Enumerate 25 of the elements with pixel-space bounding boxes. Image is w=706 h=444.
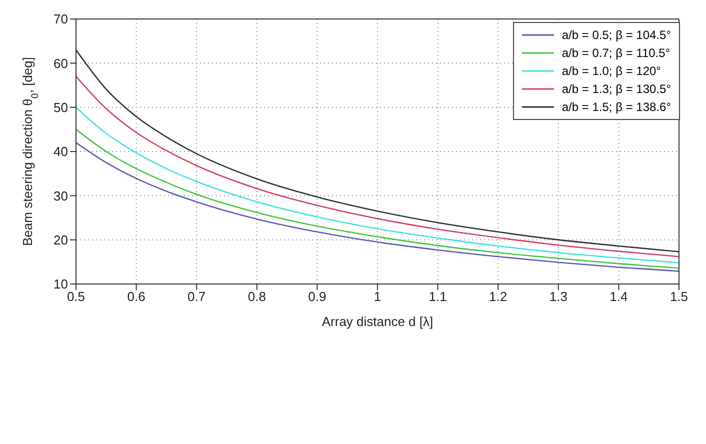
y-tick-label: 60 [54, 56, 68, 71]
y-tick-label: 40 [54, 144, 68, 160]
legend-label: a/b = 0.5; β = 104.5° [562, 28, 671, 42]
x-tick-label: 1 [374, 289, 382, 304]
x-tick-label: 1.2 [489, 289, 508, 304]
x-tick-label: 0.6 [127, 289, 146, 304]
x-tick-label: 0.9 [308, 289, 326, 304]
x-tick-label: 0.5 [66, 289, 86, 304]
legend-label: a/b = 1.3; β = 130.5° [562, 82, 671, 96]
legend-label: a/b = 0.7; β = 110.5° [562, 46, 670, 60]
y-tick-label: 50 [54, 100, 68, 115]
legend-label: a/b = 1.5; β = 138.6° [562, 100, 671, 114]
y-tick-label: 70 [54, 12, 68, 27]
x-tick-label: 1.5 [670, 289, 688, 304]
x-tick-label: 0.7 [188, 289, 206, 304]
y-tick-label: 10 [54, 276, 68, 292]
x-tick-label: 1.4 [610, 289, 628, 304]
y-tick-label: 30 [54, 188, 68, 204]
x-axis-title: Array distance d [λ] [322, 314, 434, 329]
line-series [76, 76, 679, 258]
legend-label: a/b = 1.0; β = 120° [562, 64, 661, 78]
x-tick-label: 0.8 [248, 289, 266, 304]
x-tick-label: 1.3 [549, 289, 568, 304]
x-tick-label: 1.1 [428, 289, 447, 304]
y-tick-label: 20 [54, 232, 68, 248]
